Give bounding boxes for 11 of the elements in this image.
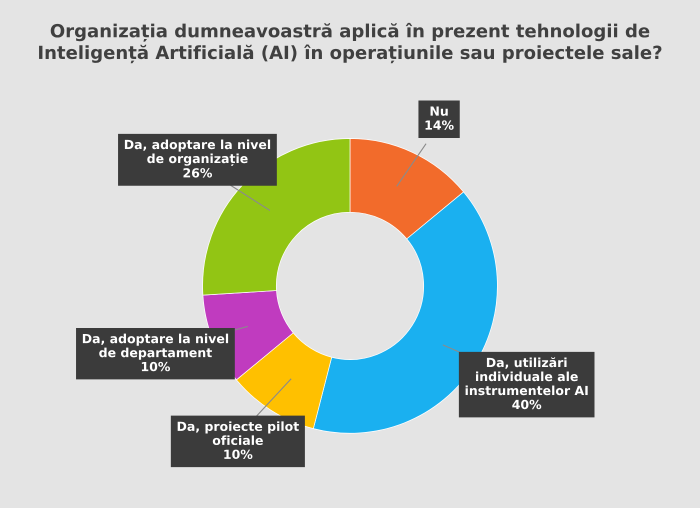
data-label: 40% xyxy=(512,400,542,410)
chart-title: Organizația dumneavoastră aplică în prezent tehnologii de Inteligență Artificială (AI) în operațiunile sau proiectele sale? xyxy=(39,22,662,64)
slice-label: Da, utilizări individuale ale instrumentelor AI xyxy=(466,357,588,396)
data-label: 10% xyxy=(142,362,170,372)
slice-label: Da, adoptare la nivel de departament xyxy=(82,334,228,360)
slice-label: Da, adoptare la nivel de organizație xyxy=(124,140,270,166)
slice-label: Nu xyxy=(430,106,448,116)
slice-label: Da, proiecte pilot oficiale xyxy=(178,421,299,446)
data-label: 10% xyxy=(224,450,252,460)
data-label: 26% xyxy=(183,168,212,178)
data-label: 14% xyxy=(426,120,454,130)
